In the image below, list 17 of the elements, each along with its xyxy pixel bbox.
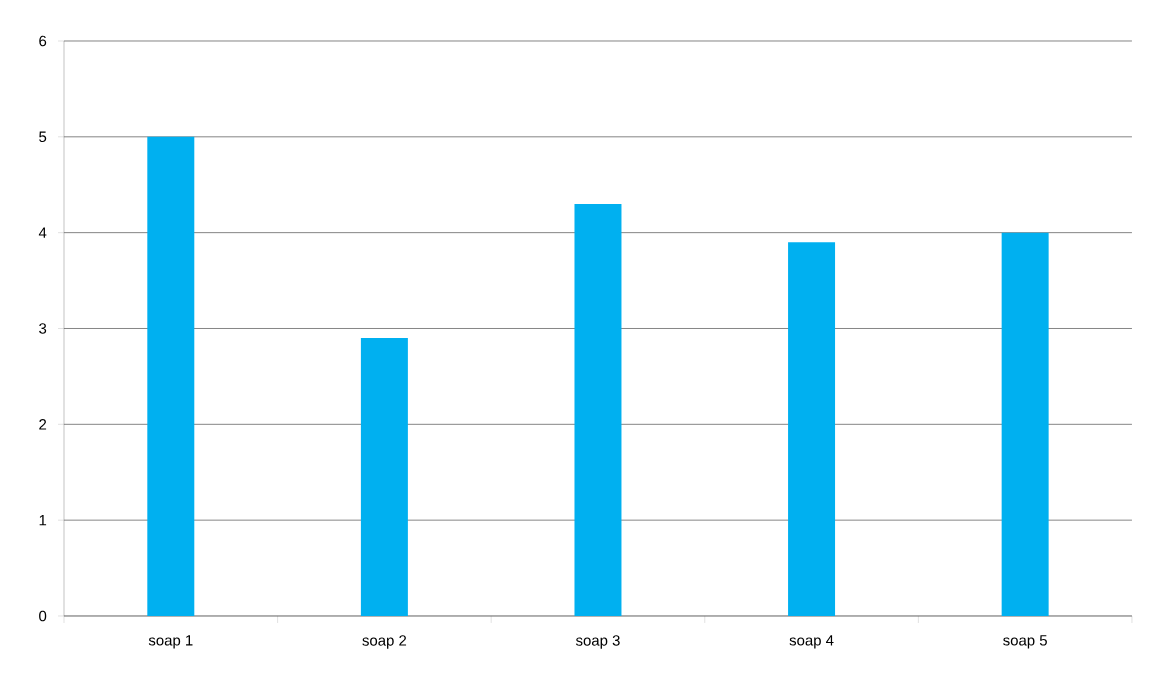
bar — [147, 136, 195, 616]
y-tick-label: 3 — [39, 323, 47, 334]
y-tick-label: 2 — [39, 419, 47, 430]
bar — [360, 338, 408, 616]
bar — [574, 203, 622, 616]
x-tick-label: soap 4 — [789, 635, 834, 649]
x-tick-label: soap 5 — [1003, 635, 1047, 649]
x-tick-label: soap 1 — [148, 635, 193, 649]
bar — [1001, 232, 1049, 616]
x-tick-label: soap 3 — [575, 635, 620, 649]
y-tick-label: 0 — [39, 610, 47, 622]
y-tick-label: 6 — [39, 35, 47, 47]
x-tick-label: soap 2 — [362, 635, 407, 649]
y-tick-label: 5 — [39, 131, 47, 143]
y-tick-label: 4 — [38, 227, 47, 238]
y-tick-label: 1 — [39, 515, 47, 526]
bar — [788, 242, 836, 616]
